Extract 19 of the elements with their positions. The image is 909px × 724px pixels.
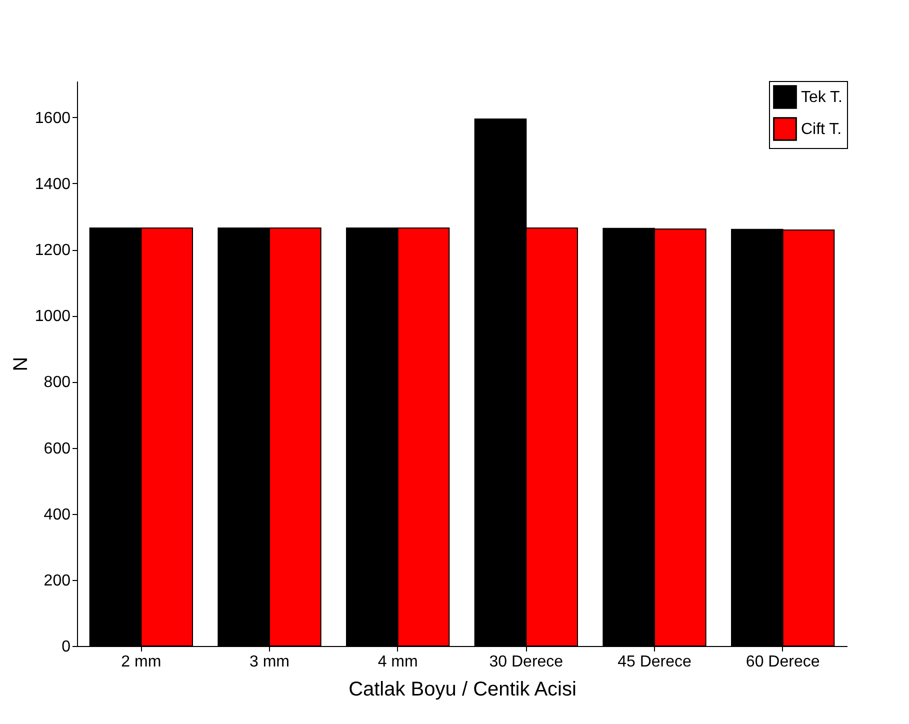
y-tick-label: 400 [44, 506, 71, 524]
y-tick-label: 200 [44, 572, 71, 590]
y-tick-label: 1400 [34, 176, 71, 193]
x-tick-label: 3 mm [250, 654, 290, 670]
y-tick-label: 800 [44, 374, 71, 392]
legend-label: Tek T. [801, 89, 842, 106]
x-axis-title: Catlak Boyu / Centik Acisi [348, 678, 576, 700]
legend-label: Cift T. [801, 121, 842, 138]
y-tick-label: 1200 [34, 242, 71, 260]
y-axis-title: N [10, 356, 32, 372]
x-tick-label: 4 mm [378, 654, 418, 670]
y-tick-label: 0 [62, 638, 71, 656]
x-tick-label: 45 Derece [618, 654, 692, 670]
x-tick-label: 60 Derece [746, 654, 820, 670]
x-tick-label: 2 mm [121, 654, 162, 670]
y-tick-label: 1600 [34, 110, 71, 127]
x-tick-label: 30 Derece [489, 654, 564, 670]
y-tick-label: 1000 [34, 308, 71, 326]
y-tick-label: 600 [44, 440, 71, 458]
